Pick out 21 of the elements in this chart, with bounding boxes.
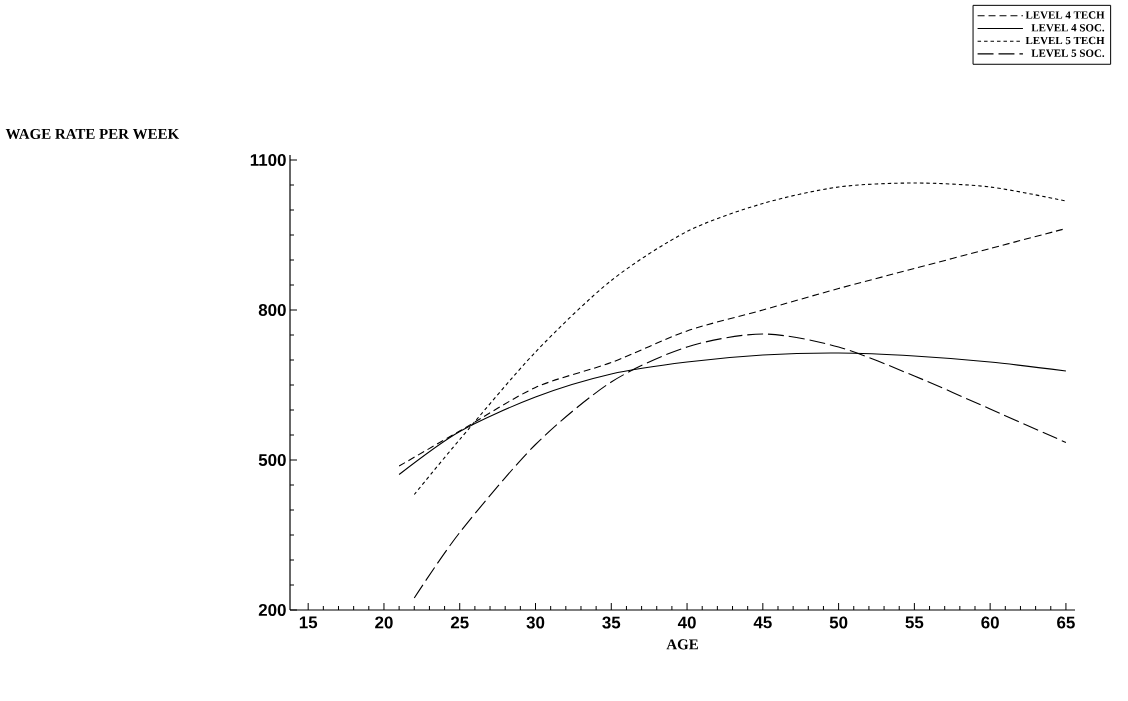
y-tick-label: 200	[258, 604, 286, 616]
legend-label: LEVEL 4 TECH	[1025, 11, 1105, 19]
x-tick-label: 55	[905, 616, 924, 629]
x-tick-label: 65	[1057, 616, 1075, 629]
x-tick-label: 45	[753, 616, 772, 629]
y-tick-label: 500	[258, 454, 286, 466]
y-tick-label: 800	[258, 304, 286, 316]
x-tick-label: 30	[526, 616, 545, 629]
x-tick-label: 60	[981, 616, 999, 629]
y-tick-label: 1100	[250, 154, 286, 167]
x-tick-label: 15	[299, 616, 318, 629]
x-tick-label: 20	[375, 616, 393, 629]
x-tick-label: 50	[829, 616, 848, 629]
x-tick-label: 40	[677, 616, 696, 629]
x-tick-label: 35	[602, 616, 621, 629]
x-axis-title: AGE	[666, 639, 698, 650]
x-tick-label: 25	[450, 616, 469, 629]
legend-label: LEVEL 5 SOC.	[1031, 49, 1105, 57]
legend-label: LEVEL 5 TECH	[1025, 36, 1105, 45]
y-axis-title: WAGE RATE PER WEEK	[5, 128, 180, 140]
legend-label: LEVEL 4 SOC.	[1031, 24, 1105, 32]
